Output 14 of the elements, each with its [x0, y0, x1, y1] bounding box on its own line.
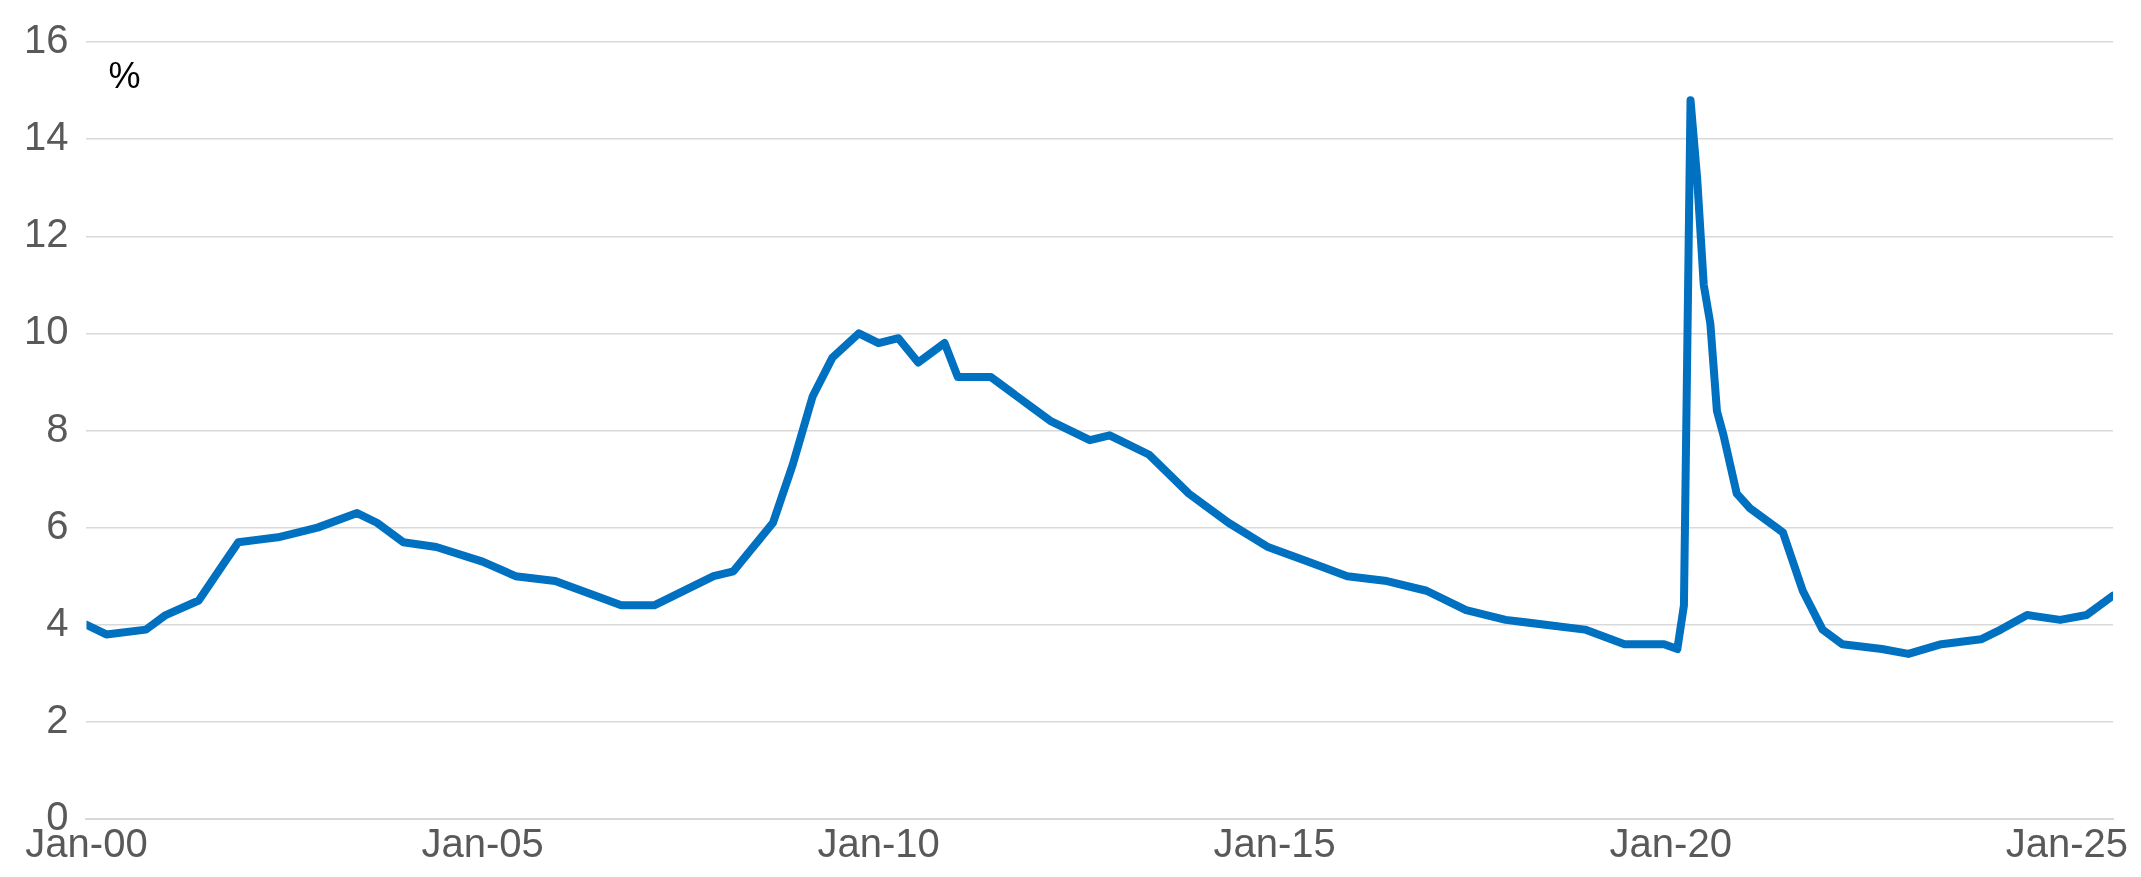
- x-tick-label: Jan-15: [1213, 821, 1336, 866]
- y-axis-title: %: [108, 54, 141, 96]
- x-tick-label: Jan-10: [817, 821, 940, 866]
- y-tick-label: 16: [23, 17, 69, 62]
- x-tick-label: Jan-05: [421, 821, 544, 866]
- y-tick-label: 12: [23, 211, 69, 256]
- y-tick-label: 4: [46, 599, 69, 644]
- y-tick-label: 10: [23, 308, 69, 353]
- x-tick-label: Jan-25: [2005, 821, 2128, 866]
- x-tick-label: Jan-20: [1609, 821, 1732, 866]
- y-tick-label: 2: [46, 696, 69, 741]
- y-tick-label: 6: [46, 502, 69, 547]
- y-tick-label: 8: [46, 405, 69, 450]
- y-tick-label: 14: [23, 114, 69, 159]
